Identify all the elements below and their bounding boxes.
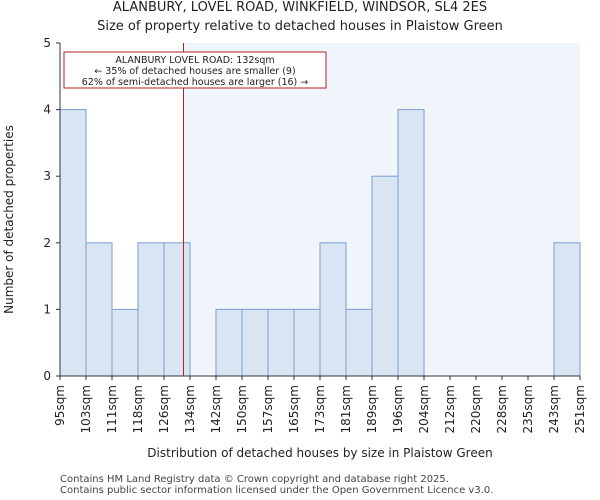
x-tick-label: 142sqm bbox=[209, 385, 223, 433]
histogram-bar bbox=[553, 242, 581, 377]
annotation-title: ALANBURY LOVEL ROAD: 132sqm bbox=[115, 55, 274, 66]
x-tick-label: 134sqm bbox=[183, 385, 197, 433]
x-tick-label: 126sqm bbox=[157, 385, 171, 433]
x-tick-label: 220sqm bbox=[469, 385, 483, 433]
x-tick-label: 251sqm bbox=[573, 385, 587, 433]
y-tick-label: 5 bbox=[43, 36, 51, 50]
annotation-larger: 62% of semi-detached houses are larger (… bbox=[82, 77, 309, 88]
histogram-bar bbox=[137, 242, 165, 377]
histogram-bar bbox=[397, 109, 425, 377]
chart-title: ALANBURY, LOVEL ROAD, WINKFIELD, WINDSOR… bbox=[112, 0, 488, 15]
x-axis-label: Distribution of detached houses by size … bbox=[147, 446, 492, 460]
x-tick-label: 173sqm bbox=[313, 385, 327, 433]
x-tick-label: 204sqm bbox=[417, 385, 431, 433]
y-tick-label: 3 bbox=[43, 169, 51, 183]
y-tick-label: 1 bbox=[43, 302, 51, 316]
histogram-bar bbox=[85, 242, 113, 377]
histogram-bar bbox=[241, 308, 269, 377]
x-tick-label: 165sqm bbox=[287, 385, 301, 433]
histogram-bar bbox=[319, 242, 347, 377]
x-tick-label: 212sqm bbox=[443, 385, 457, 433]
y-axis-label: Number of detached properties bbox=[2, 125, 16, 314]
histogram-bar bbox=[293, 308, 321, 377]
y-tick-label: 2 bbox=[43, 236, 51, 250]
footer-licence: Contains public sector information licen… bbox=[60, 485, 494, 496]
histogram-bar bbox=[371, 175, 399, 377]
histogram-bar bbox=[163, 242, 191, 377]
histogram-bar bbox=[59, 109, 87, 377]
x-tick-label: 157sqm bbox=[261, 385, 275, 433]
histogram-bar bbox=[267, 308, 295, 377]
x-tick-label: 111sqm bbox=[105, 385, 119, 433]
annotation-box bbox=[63, 51, 327, 89]
x-tick-label: 181sqm bbox=[339, 385, 353, 433]
y-tick-label: 0 bbox=[43, 369, 51, 383]
histogram-bar bbox=[111, 308, 139, 377]
x-tick-label: 196sqm bbox=[391, 385, 405, 433]
annotation-smaller: ← 35% of detached houses are smaller (9) bbox=[94, 66, 295, 77]
x-tick-label: 103sqm bbox=[79, 385, 93, 433]
x-tick-label: 118sqm bbox=[131, 385, 145, 433]
y-tick-label: 4 bbox=[43, 103, 51, 117]
x-tick-label: 235sqm bbox=[521, 385, 535, 433]
x-tick-label: 150sqm bbox=[235, 385, 249, 433]
x-tick-label: 189sqm bbox=[365, 385, 379, 433]
histogram-bar bbox=[345, 308, 373, 377]
histogram-bar bbox=[215, 308, 243, 377]
x-tick-label: 228sqm bbox=[495, 385, 509, 433]
footer-copyright: Contains HM Land Registry data © Crown c… bbox=[60, 474, 449, 485]
x-tick-label: 243sqm bbox=[547, 385, 561, 433]
x-tick-label: 95sqm bbox=[53, 385, 67, 426]
chart-subtitle: Size of property relative to detached ho… bbox=[97, 19, 503, 34]
